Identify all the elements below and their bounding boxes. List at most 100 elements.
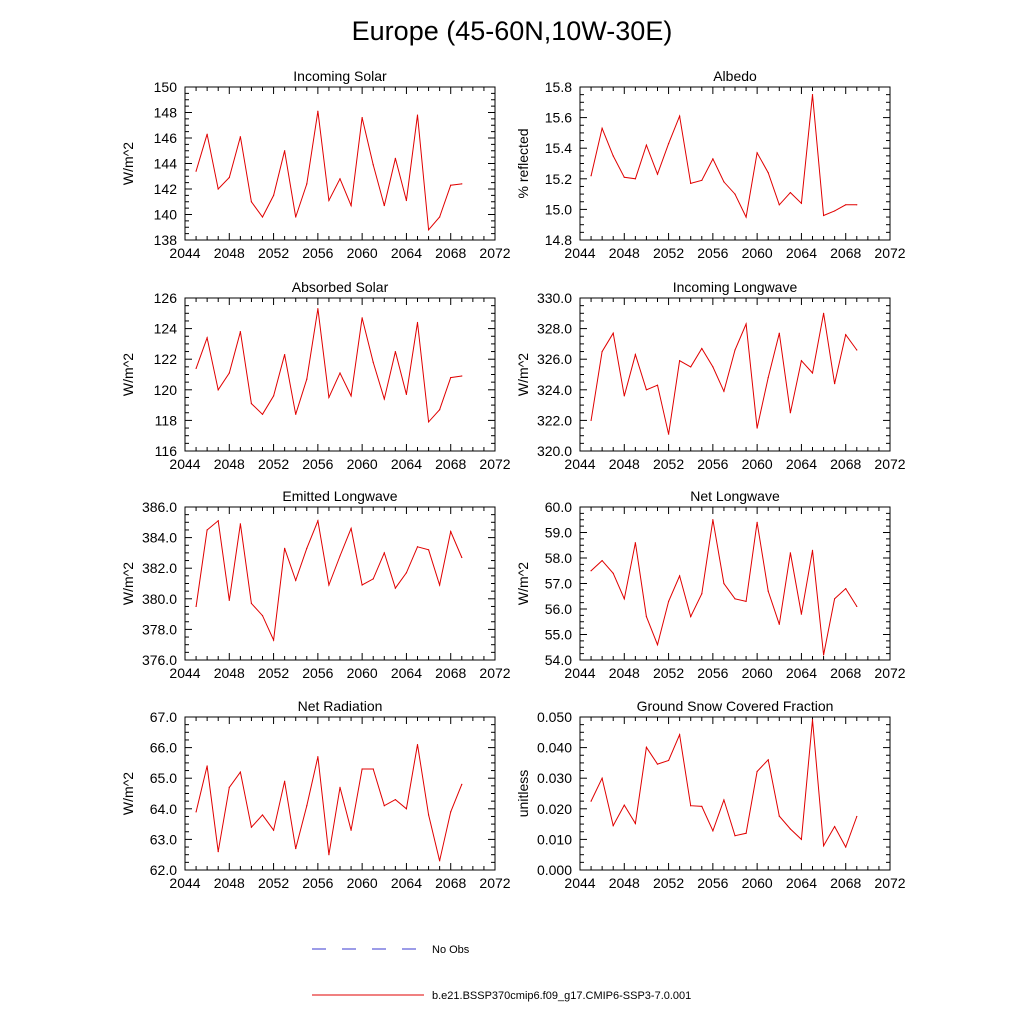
ground-snow-covered-fraction-data-point <box>701 805 703 807</box>
incoming-solar-data-point <box>295 216 297 218</box>
incoming-longwave-data-point <box>723 390 725 392</box>
net-longwave-data-point <box>778 623 780 625</box>
net-radiation-data-point <box>361 768 363 770</box>
ground-snow-covered-fraction-x-tick-label: 2064 <box>786 875 817 891</box>
net-longwave-data-point <box>789 552 791 554</box>
incoming-longwave-x-tick-label: 2048 <box>609 456 640 472</box>
emitted-longwave-data-point <box>217 520 219 522</box>
incoming-longwave-x-tick-label: 2044 <box>564 456 595 472</box>
net-longwave-data-point <box>667 600 670 602</box>
incoming-solar-y-tick-label: 140 <box>154 207 178 223</box>
emitted-longwave-x-tick-label: 2072 <box>479 665 510 681</box>
incoming-longwave-y-tick-label: 324.0 <box>537 382 572 398</box>
net-radiation-y-tick-label: 63.0 <box>150 831 177 847</box>
emitted-longwave-data-point <box>317 520 319 522</box>
ground-snow-covered-fraction-data-point <box>845 846 847 848</box>
net-longwave-x-tick-label: 2060 <box>742 665 773 681</box>
net-radiation-x-tick-label: 2056 <box>302 875 333 891</box>
incoming-solar-y-tick-label: 138 <box>154 232 178 248</box>
absorbed-solar-plot-frame <box>184 297 496 452</box>
incoming-longwave-data-point <box>845 334 847 336</box>
legend: No Obs b.e21.BSSP370cmip6.f09_g17.CMIP6-… <box>312 944 691 1002</box>
net-radiation-data-point <box>284 780 286 782</box>
albedo-y-tick-label: 15.0 <box>545 201 572 217</box>
albedo-data-point <box>601 127 603 129</box>
albedo-data-point <box>623 176 625 178</box>
absorbed-solar-data-point <box>272 395 275 397</box>
albedo-data-point <box>845 204 847 206</box>
albedo-data-point <box>723 181 725 183</box>
albedo-series-line <box>590 94 857 219</box>
incoming-longwave-data-point <box>822 312 825 314</box>
albedo-data-point <box>656 173 659 175</box>
emitted-longwave-x-tick-label: 2052 <box>258 665 289 681</box>
incoming-solar-y-tick-label: 144 <box>154 156 178 172</box>
incoming-longwave-data-point <box>612 332 614 334</box>
incoming-longwave-series-line <box>590 313 858 435</box>
net-longwave-x-tick-label: 2044 <box>564 665 595 681</box>
net-radiation-data-point <box>416 743 419 746</box>
incoming-longwave-x-tick-label: 2056 <box>697 456 728 472</box>
incoming-solar-data-point <box>250 201 253 203</box>
albedo-data-point <box>734 193 736 195</box>
net-radiation-x-tick-label: 2072 <box>479 875 510 891</box>
net-longwave-data-point <box>734 598 736 600</box>
ground-snow-covered-fraction-data-point <box>734 835 736 837</box>
net-radiation-x-tick-label: 2060 <box>347 875 378 891</box>
net-radiation-data-point <box>439 860 441 862</box>
incoming-longwave-data-point <box>800 360 803 362</box>
net-longwave-data-point <box>767 590 769 592</box>
ground-snow-covered-fraction-x-tick-label: 2072 <box>874 875 905 891</box>
absorbed-solar-y-tick-label: 116 <box>155 443 178 459</box>
absorbed-solar-data-point <box>328 396 330 399</box>
net-longwave-y-tick-label: 59.0 <box>545 525 572 541</box>
net-longwave-data-point <box>623 598 625 600</box>
incoming-longwave-data-point <box>667 433 670 435</box>
incoming-solar-data-point <box>350 204 352 207</box>
net-radiation-data-point <box>317 756 319 758</box>
net-longwave-data-point <box>712 519 714 521</box>
absorbed-solar-data-point <box>239 331 241 333</box>
ground-snow-covered-fraction-data-point <box>800 838 803 841</box>
albedo-data-point <box>745 216 747 218</box>
panel-ground-snow-covered-fraction: Ground Snow Covered Fraction unitless 2044… <box>515 698 906 891</box>
panel-absorbed-solar: Absorbed Solar W/m^2 2044 2048 2052 2056 2060 2… <box>120 279 511 472</box>
net-radiation-title: Net Radiation <box>298 698 383 714</box>
panel-emitted-longwave: Emitted Longwave W/m^2 2044 2048 2052 2056 206… <box>120 488 511 681</box>
incoming-solar-plot-frame <box>184 86 496 241</box>
ground-snow-covered-fraction-y-tick-label: 0.050 <box>537 709 572 725</box>
albedo-data-point <box>822 214 825 217</box>
albedo-x-tick-label: 2068 <box>830 245 861 261</box>
emitted-longwave-title: Emitted Longwave <box>282 488 397 504</box>
albedo-data-point <box>590 175 592 177</box>
incoming-longwave-data-point <box>734 349 736 351</box>
albedo-data-point <box>811 94 814 96</box>
absorbed-solar-data-point <box>461 375 463 377</box>
incoming-longwave-y-tick-label: 326.0 <box>537 351 572 367</box>
net-longwave-data-point <box>656 644 659 646</box>
absorbed-solar-data-point <box>228 372 230 374</box>
ground-snow-covered-fraction-x-tick-label: 2060 <box>742 875 773 891</box>
incoming-longwave-plot-frame <box>579 297 891 452</box>
ground-snow-covered-fraction-data-point <box>590 800 592 802</box>
net-radiation-data-point <box>195 811 197 813</box>
emitted-longwave-data-point <box>394 587 396 589</box>
incoming-longwave-x-tick-label: 2064 <box>786 456 817 472</box>
ground-snow-covered-fraction-plot-frame <box>579 716 891 871</box>
net-longwave-data-point <box>845 588 847 590</box>
ground-snow-covered-fraction-y-tick-label: 0.010 <box>537 831 572 847</box>
ground-snow-covered-fraction-y-tick-label: 0.020 <box>537 801 572 817</box>
incoming-longwave-y-tick-label: 330.0 <box>537 290 572 306</box>
incoming-longwave-data-point <box>701 347 703 350</box>
panel-incoming-solar: Incoming Solar W/m^2 2044 2048 2052 2056 2060 2… <box>120 68 511 261</box>
ground-snow-covered-fraction-data-point <box>690 805 692 807</box>
emitted-longwave-y-tick-label: 376.0 <box>142 652 177 668</box>
net-radiation-data-point <box>372 768 374 770</box>
emitted-longwave-data-point <box>306 547 308 549</box>
net-longwave-plot-frame <box>579 506 891 661</box>
absorbed-solar-data-point <box>416 321 419 324</box>
net-radiation-data-point <box>217 851 219 853</box>
absorbed-solar-data-point <box>361 317 363 319</box>
incoming-solar-x-tick-label: 2064 <box>391 245 422 261</box>
absorbed-solar-x-tick-label: 2064 <box>391 456 422 472</box>
